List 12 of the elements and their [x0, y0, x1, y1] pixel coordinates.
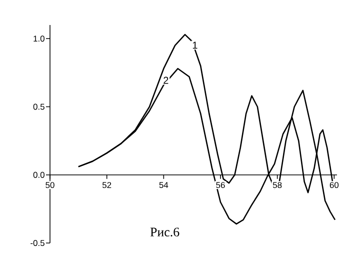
y-tick-label: -0.5 — [30, 240, 44, 246]
y-tick-label: 0.0 — [33, 172, 44, 178]
x-tick-label: 50 — [46, 182, 54, 188]
x-tick-label: 54 — [159, 182, 168, 188]
series-label: 2 — [164, 76, 168, 84]
series-label: 1 — [192, 42, 198, 49]
y-tick-label: 0.5 — [33, 104, 44, 110]
x-tick-label: 60 — [330, 182, 339, 188]
annotation: Рис.6 — [150, 228, 180, 236]
x-tick-label: 56 — [216, 182, 225, 188]
y-tick-label: 1.0 — [34, 36, 44, 42]
x-tick-label: 52 — [102, 182, 112, 188]
